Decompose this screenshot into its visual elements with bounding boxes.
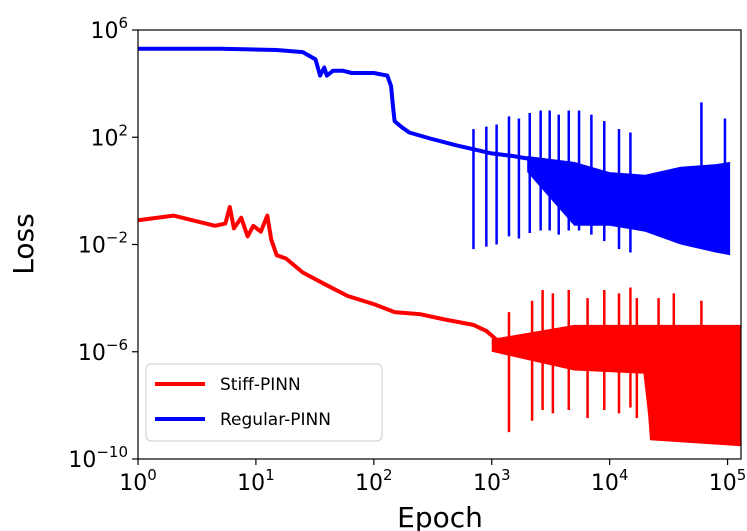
legend-label-regular-pinn: Regular-PINN <box>220 410 331 430</box>
y-axis-label: Loss <box>7 213 40 274</box>
series-layer <box>138 46 741 447</box>
x-tick-label: 100 <box>119 466 157 496</box>
x-tick-label: 104 <box>591 466 629 496</box>
y-tick-label: 102 <box>90 121 128 151</box>
legend: Stiff-PINN Regular-PINN <box>145 363 383 442</box>
x-tick-label: 105 <box>709 466 747 496</box>
x-tick-label: 101 <box>237 466 275 496</box>
x-axis-ticks: 100 101 102 103 104 105 <box>119 459 746 496</box>
y-axis-ticks: 10−10 10−6 10−2 102 106 <box>68 14 138 473</box>
y-tick-label: 10−10 <box>68 443 128 473</box>
x-tick-label: 103 <box>473 466 511 496</box>
legend-label-stiff-pinn: Stiff-PINN <box>220 375 301 395</box>
y-tick-label: 10−6 <box>78 336 128 366</box>
x-axis-label: Epoch <box>397 501 483 531</box>
stiff-pinn-oscillation-band <box>491 324 741 447</box>
y-tick-label: 106 <box>90 14 128 44</box>
regular-pinn-line <box>138 46 611 181</box>
stiff-pinn-line <box>138 205 741 422</box>
x-tick-label: 102 <box>355 466 393 496</box>
y-tick-label: 10−2 <box>78 229 128 259</box>
